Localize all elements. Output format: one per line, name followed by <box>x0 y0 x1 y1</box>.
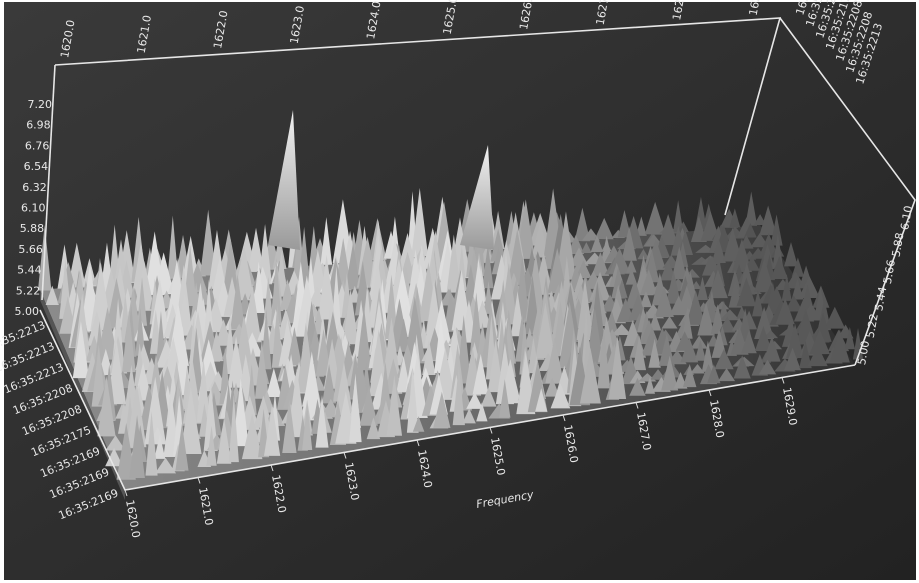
amplitude-tick-label: 7.20 <box>28 98 53 111</box>
amplitude-tick-label: 6.98 <box>26 119 51 132</box>
amplitude-tick-label: 6.32 <box>22 181 47 194</box>
amplitude-tick-label: 5.44 <box>17 264 42 277</box>
spectrum-plot: Frequency 1620.01620.01621.01621.01622.0… <box>0 0 919 583</box>
amplitude-tick-label: 5.22 <box>16 284 41 297</box>
amplitude-tick-label: 5.00 <box>15 305 40 318</box>
amplitude-tick-label: 6.76 <box>25 139 50 152</box>
amplitude-tick-label: 5.88 <box>20 222 45 235</box>
amplitude-tick-label: 6.54 <box>24 160 49 173</box>
amplitude-tick-label: 5.66 <box>18 243 43 256</box>
amplitude-tick-label: 6.10 <box>21 202 46 215</box>
